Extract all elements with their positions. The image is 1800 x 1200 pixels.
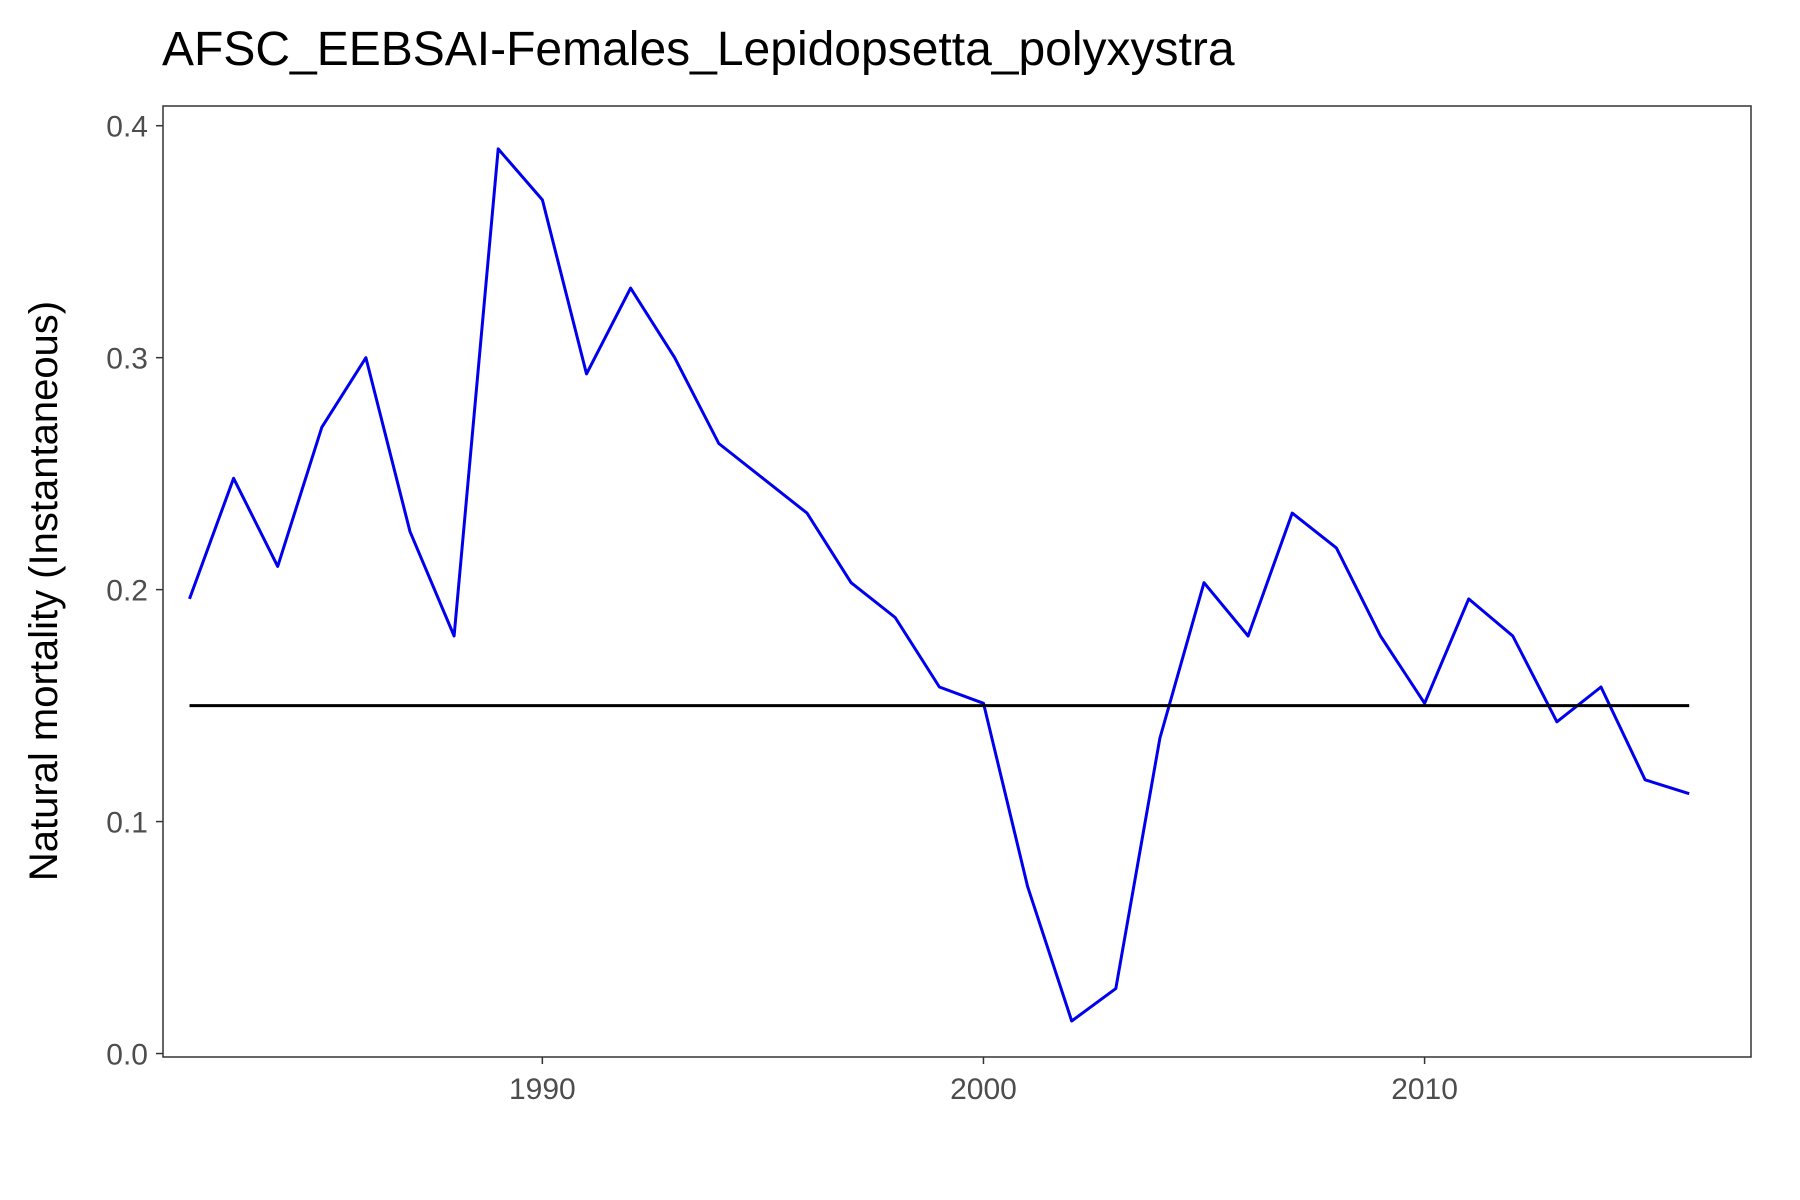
y-axis-label: Natural mortality (Instantaneous)	[22, 301, 66, 881]
x-tick-label: 2000	[950, 1073, 1017, 1106]
x-axis: 1990 2000 2010	[509, 1057, 1458, 1106]
y-tick-label: 0.3	[106, 343, 148, 376]
y-tick-label: 0.1	[106, 807, 148, 840]
chart-title: AFSC_EEBSAI-Females_Lepidopsetta_polyxys…	[162, 23, 1235, 76]
y-tick-label: 0.2	[106, 575, 148, 608]
y-tick-label: 0.4	[106, 111, 148, 144]
y-axis: 0.0 0.1 0.2 0.3 0.4	[106, 111, 163, 1072]
x-tick-label: 2010	[1391, 1073, 1458, 1106]
plot-panel	[162, 105, 1752, 1058]
y-tick-label: 0.0	[106, 1039, 148, 1072]
plot-lines	[188, 147, 1690, 1023]
mortality-series-line	[188, 147, 1690, 1023]
x-tick-label: 1990	[509, 1073, 576, 1106]
